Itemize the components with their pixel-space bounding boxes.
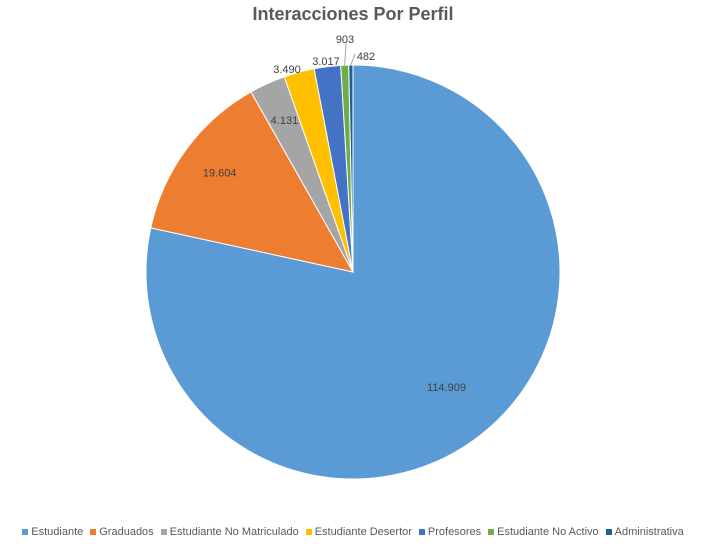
legend-swatch-estudiante-no-matriculado — [160, 529, 167, 535]
legend-item-profesores: Profesores — [418, 526, 482, 538]
legend-item-estudiante-no-matriculado: Estudiante No Matriculado — [160, 526, 299, 538]
legend-swatch-estudiante-no-activo — [488, 529, 495, 535]
pie-slice-graduados — [150, 91, 354, 273]
legend-label-graduados: Graduados — [99, 526, 154, 538]
legend-item-administrativa: Administrativa — [605, 526, 684, 538]
pie-slice-estudiante — [145, 64, 561, 480]
data-label-profesores: 3.017 — [312, 56, 340, 68]
legend-swatch-estudiante-desertor — [305, 529, 312, 535]
legend-swatch-estudiante — [22, 529, 29, 535]
legend-item-estudiante-desertor: Estudiante Desertor — [305, 526, 412, 538]
legend-item-estudiante-no-activo: Estudiante No Activo — [488, 526, 599, 538]
legend-swatch-graduados — [90, 529, 97, 535]
data-label-estudiante: 114.909 — [427, 382, 466, 394]
legend-item-graduados: Graduados — [90, 526, 154, 538]
legend-swatch-administrativa — [605, 529, 612, 535]
pie-slice-administrativa — [348, 64, 354, 273]
data-label-estudiante-no-activo: 903 — [336, 34, 354, 46]
chart-legend: Estudiante Graduados Estudiante No Matricu… — [0, 526, 706, 538]
legend-label-estudiante-no-activo: Estudiante No Activo — [497, 526, 599, 538]
legend-item-estudiante: Estudiante — [22, 526, 83, 538]
legend-label-estudiante: Estudiante — [31, 526, 84, 538]
legend-label-estudiante-no-matriculado: Estudiante No Matriculado — [169, 526, 299, 538]
legend-label-profesores: Profesores — [427, 526, 482, 538]
data-label-estudiante-desertor: 3.490 — [273, 64, 301, 76]
data-label-estudiante-no-matriculado: 4.131 — [271, 115, 299, 127]
leader-line-estudiante-no-activo — [344, 42, 347, 66]
data-label-administrativa: 482 — [357, 51, 375, 63]
chart-title: Interacciones Por Perfil — [252, 4, 454, 24]
leader-line-administrativa — [350, 53, 356, 66]
legend-swatch-profesores — [418, 529, 425, 535]
data-label-graduados: 19.604 — [203, 168, 237, 180]
legend-label-estudiante-desertor: Estudiante Desertor — [314, 526, 412, 538]
legend-label-administrativa: Administrativa — [614, 526, 684, 538]
